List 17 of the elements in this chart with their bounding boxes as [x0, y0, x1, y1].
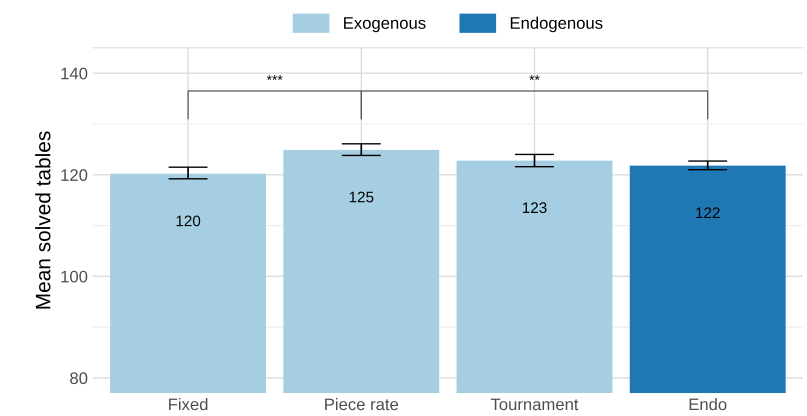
x-tick-label: Tournament: [490, 398, 578, 410]
annotation: **: [529, 75, 540, 80]
annotation: ***: [266, 75, 283, 80]
y-tick-label: 140: [61, 68, 88, 80]
data-label: 122: [696, 207, 720, 218]
legend-label: Endogenous: [510, 16, 602, 32]
x-tick-label: Piece rate: [325, 398, 398, 410]
data-label: 120: [176, 215, 200, 226]
x-tick-label: Endo: [690, 398, 726, 410]
data-label: 123: [522, 202, 547, 214]
data-label: 125: [350, 192, 374, 202]
y-tick-label: 80: [70, 372, 88, 384]
y-tick-label: 100: [61, 270, 88, 283]
y-tick-label: 120: [61, 169, 88, 181]
x-tick-label: Fixed: [169, 398, 208, 410]
legend-label: Exogenous: [344, 17, 426, 32]
y-axis-title: Mean solved tables: [35, 131, 50, 309]
